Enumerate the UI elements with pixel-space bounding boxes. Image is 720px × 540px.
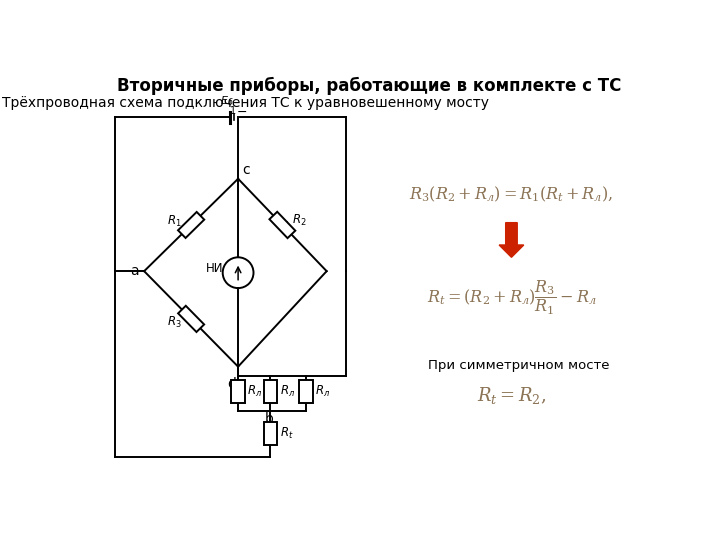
Text: $R_2$: $R_2$ bbox=[292, 213, 307, 228]
Polygon shape bbox=[269, 212, 295, 238]
Text: $E_б$: $E_б$ bbox=[220, 94, 233, 108]
Text: Трёхпроводная схема подключения ТС к уравновешенному мосту: Трёхпроводная схема подключения ТС к ура… bbox=[2, 96, 490, 110]
Text: c: c bbox=[242, 163, 250, 177]
Text: $R_t = R_2,$: $R_t = R_2,$ bbox=[477, 386, 546, 407]
Text: a: a bbox=[130, 264, 139, 278]
Text: $R_л$: $R_л$ bbox=[248, 384, 263, 399]
Text: −: − bbox=[237, 106, 247, 119]
Text: d: d bbox=[228, 377, 236, 390]
Text: 1: 1 bbox=[230, 106, 235, 117]
Text: При симметричном мосте: При симметричном мосте bbox=[428, 359, 610, 372]
Text: НИ: НИ bbox=[206, 262, 224, 275]
Text: $R_л$: $R_л$ bbox=[279, 384, 295, 399]
Text: $R_3$: $R_3$ bbox=[167, 315, 181, 330]
FancyArrow shape bbox=[499, 222, 523, 257]
Text: $R_3(R_2 + R_л) = R_1(R_t+ R_л),$: $R_3(R_2 + R_л) = R_1(R_t+ R_л),$ bbox=[409, 185, 613, 204]
Text: $R_1$: $R_1$ bbox=[167, 214, 181, 230]
Text: $R_t = (R_2 + R_л)\dfrac{R_3}{R_1} - R_л$: $R_t = (R_2 + R_л)\dfrac{R_3}{R_1} - R_л… bbox=[427, 278, 596, 316]
Text: $R_л$: $R_л$ bbox=[315, 384, 330, 399]
Polygon shape bbox=[178, 306, 204, 332]
Text: Вторичные приборы, работающие в комплекте с ТС: Вторичные приборы, работающие в комплект… bbox=[117, 77, 621, 95]
Text: b: b bbox=[264, 412, 274, 426]
Polygon shape bbox=[178, 212, 204, 238]
Bar bbox=[264, 422, 277, 445]
Text: $R_t$: $R_t$ bbox=[279, 426, 293, 441]
Bar bbox=[264, 380, 277, 403]
Bar bbox=[231, 380, 245, 403]
Bar bbox=[299, 380, 312, 403]
